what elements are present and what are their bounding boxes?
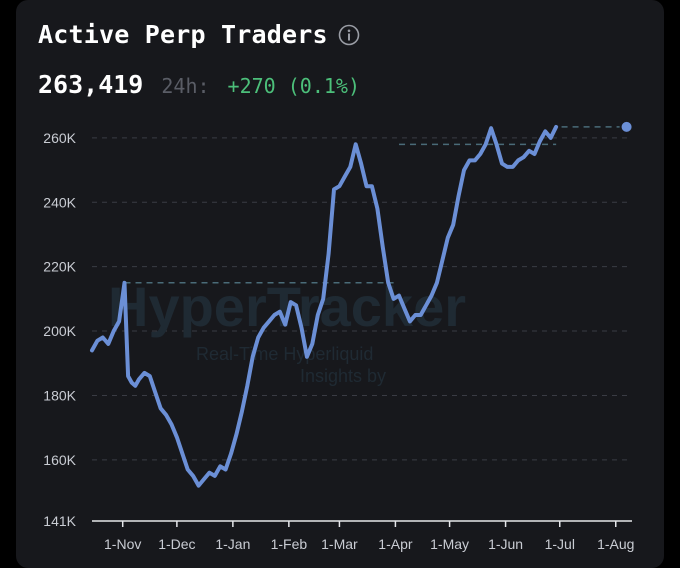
y-tick-label: 200K — [43, 323, 76, 339]
y-tick-label: 180K — [43, 387, 76, 403]
last-point-marker — [619, 119, 634, 134]
x-tick-label: 1-Jun — [488, 536, 523, 552]
current-value: 263,419 — [38, 70, 144, 99]
x-tick-label: 1-Apr — [378, 536, 413, 552]
x-tick-label: 1-May — [430, 536, 469, 552]
change-value: +270 (0.1%) — [227, 74, 360, 98]
reference-lines — [124, 126, 627, 284]
y-tick-label: 260K — [43, 130, 76, 146]
series-line — [90, 124, 559, 488]
title-row: Active Perp Traders — [38, 20, 360, 49]
x-tick-label: 1-Dec — [158, 536, 195, 552]
watermark: HyperTracker Real-Time Hyperliquid Insig… — [108, 275, 466, 386]
x-tick-label: 1-Nov — [104, 536, 141, 552]
x-tick-label: 1-Mar — [321, 536, 358, 552]
watermark-line2: Insights by — [300, 366, 386, 386]
value-row: 263,419 24h: +270 (0.1%) — [38, 70, 360, 99]
series-layer — [90, 119, 634, 488]
y-tick-label: 160K — [43, 452, 76, 468]
y-tick-label: 220K — [43, 259, 76, 275]
y-tick-label: 240K — [43, 194, 76, 210]
x-tick-label: 1-Feb — [271, 536, 308, 552]
info-icon[interactable] — [338, 24, 360, 46]
x-tick-label: 1-Jan — [215, 536, 250, 552]
axis-layer: 141K 160K 180K 200K 220K 240K 260K 1-Nov 1-Dec 1-… — [43, 130, 634, 552]
change-label: 24h: — [161, 74, 210, 98]
y-tick-label: 141K — [43, 513, 76, 529]
chart-title: Active Perp Traders — [38, 20, 328, 49]
x-tick-label: 1-Aug — [597, 536, 634, 552]
watermark-line1: Real-Time Hyperliquid — [196, 344, 373, 364]
x-tick-label: 1-Jul — [545, 536, 575, 552]
watermark-brand: HyperTracker — [108, 275, 466, 338]
